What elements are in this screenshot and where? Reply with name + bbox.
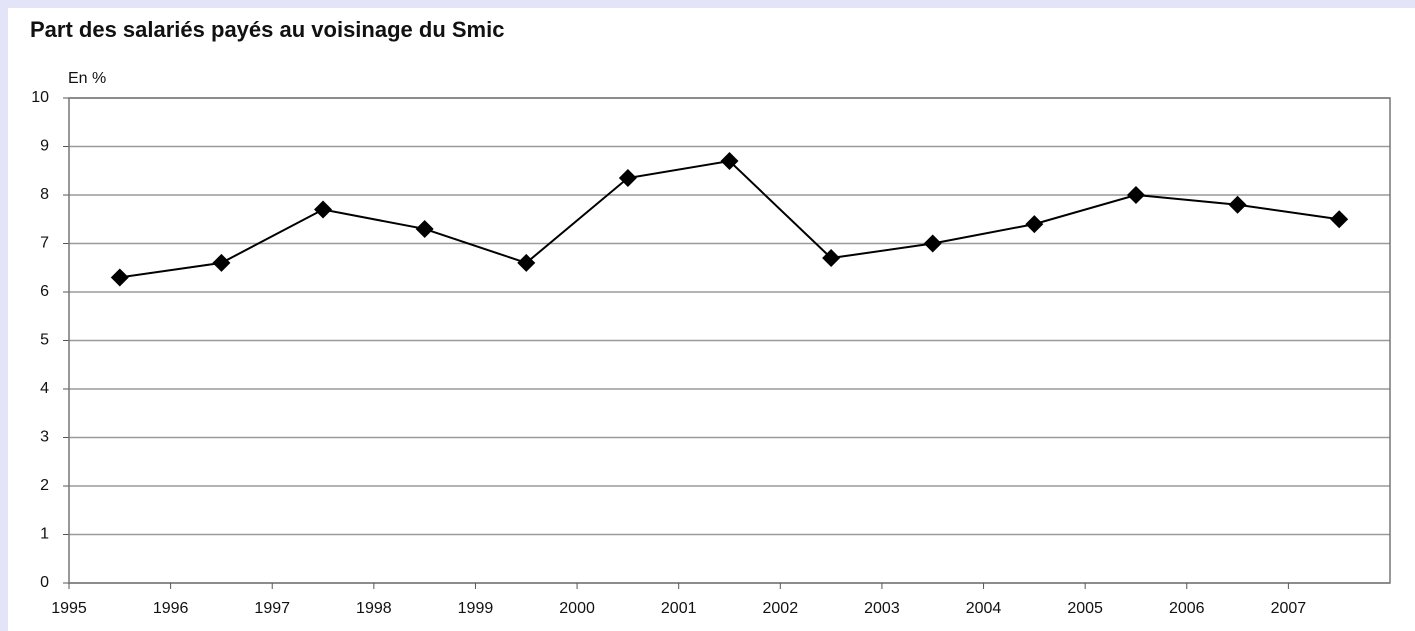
y-tick-label: 10 [31,89,49,106]
data-marker [212,253,231,272]
x-tick-label: 2004 [966,600,1002,617]
y-tick-label: 3 [40,429,49,446]
x-tick-label: 2001 [661,600,697,617]
data-marker [110,268,129,287]
chart-title: Part des salariés payés au voisinage du … [30,17,504,42]
y-tick-label: 2 [40,477,49,494]
plot-border [68,97,1391,584]
x-tick-label: 2000 [559,600,595,617]
data-marker [923,234,942,253]
data-marker [517,253,536,272]
data-marker [720,152,739,171]
x-tick-label: 2003 [864,600,900,617]
y-tick-label: 7 [40,235,49,252]
data-marker [618,169,637,188]
y-tick-label: 6 [40,283,49,300]
x-tick-label: 2007 [1271,600,1307,617]
y-tick-label: 0 [40,574,49,591]
data-marker [1330,210,1349,229]
data-marker [1025,215,1044,234]
chart-background [8,8,1415,631]
y-tick-label: 1 [40,526,49,543]
data-marker [822,249,841,268]
x-tick-label: 2006 [1169,600,1205,617]
data-marker [1126,186,1145,204]
y-tick-label: 8 [40,186,49,203]
x-tick-label: 1996 [153,600,189,617]
data-marker [314,200,333,219]
data-marker [415,219,434,238]
y-tick-label: 4 [40,380,49,397]
x-tick-label: 1998 [356,600,392,617]
y-tick-label: 9 [40,138,49,155]
y-tick-label: 5 [40,332,49,349]
y-unit-label: En % [68,70,106,87]
data-marker [1228,195,1247,214]
x-tick-label: 1995 [51,600,87,617]
x-tick-label: 2002 [763,600,799,617]
x-tick-label: 2005 [1067,600,1103,617]
x-tick-label: 1997 [254,600,290,617]
x-tick-label: 1999 [458,600,494,617]
